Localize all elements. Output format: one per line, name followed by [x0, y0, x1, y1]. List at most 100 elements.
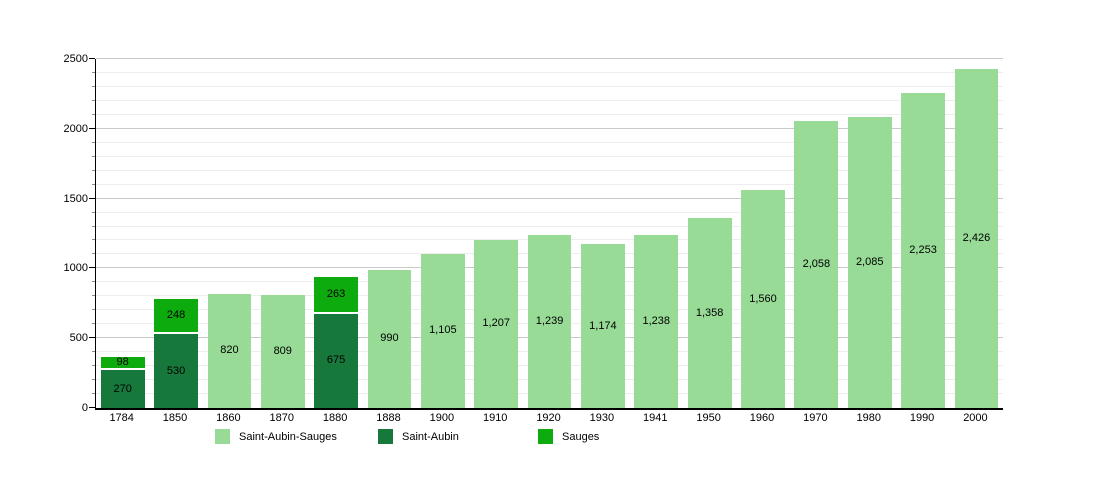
bar-1980: 2,085 [847, 116, 892, 408]
bar-value-label: 1,105 [429, 324, 457, 337]
bar-segment-saint-aubin-sauges: 1,358 [687, 218, 732, 408]
bar-slot: 1,238 [630, 59, 683, 408]
x-tick-label: 1920 [536, 412, 561, 424]
x-tick-label: 1941 [643, 412, 668, 424]
minor-gridline [96, 211, 1003, 213]
bar-value-label: 820 [220, 344, 239, 357]
bar-segment-saint-aubin-sauges: 2,253 [901, 93, 945, 408]
bar-value-label: 675 [326, 354, 346, 367]
bar-slot: 1,560 [736, 59, 789, 408]
major-gridline [96, 58, 1003, 59]
minor-tick [92, 141, 95, 143]
bar-slot: 990 [363, 59, 416, 408]
x-tick-label: 1990 [909, 412, 935, 424]
minor-gridline [96, 225, 1003, 227]
y-axis: 0 500 1000 1500 2000 2500 [0, 53, 88, 414]
minor-tick [92, 71, 95, 73]
bar-1888: 990 [367, 269, 412, 408]
x-tick-label: 1784 [109, 412, 134, 424]
bar-slot: 2,085 [843, 59, 896, 408]
legend: Saint-Aubin-Sauges Saint-Aubin Sauges [0, 429, 1100, 447]
x-tick-label: 1870 [269, 412, 294, 424]
major-gridline [96, 127, 1003, 129]
bar-1990: 2,253 [901, 93, 945, 408]
bar-value-label: 1,358 [695, 306, 724, 319]
bar-segment-sauges: 248 [154, 299, 198, 335]
bar-segment-sauges: 98 [100, 356, 145, 371]
major-tick [89, 127, 95, 129]
minor-tick [92, 155, 95, 157]
minor-tick [92, 351, 95, 353]
legend-entry-sauges: Sauges [538, 429, 599, 444]
bar-layer: 270 98 530 248 820 809 675 263 990 1,105 1,207 1,23… [96, 59, 1003, 408]
bar-segment-saint-aubin-sauges: 2,085 [847, 116, 892, 408]
x-tick-label: 1860 [216, 412, 241, 424]
y-tick-label: 2500 [63, 53, 88, 65]
y-tick-label: 2000 [63, 122, 88, 135]
bar-value-label: 263 [326, 287, 346, 300]
bar-1900: 1,105 [420, 253, 465, 408]
bar-value-label: 2,058 [802, 257, 831, 270]
bar-value-label: 990 [380, 332, 399, 345]
bar-value-label: 270 [113, 382, 132, 395]
bar-slot: 1,105 [416, 59, 469, 408]
bar-slot: 1,207 [470, 59, 523, 408]
bar-segment-saint-aubin-sauges: 2,058 [794, 120, 839, 408]
major-tick [89, 267, 95, 269]
minor-tick [92, 225, 95, 227]
x-axis-labels: 1784 1850 1860 1870 1880 1888 1900 1910 1920 1930… [95, 412, 1002, 424]
minor-tick [92, 239, 95, 241]
x-tick-label: 1900 [429, 412, 455, 424]
bar-slot: 1,174 [576, 59, 629, 408]
minor-tick [92, 365, 95, 367]
legend-swatch-saint-aubin-sauges [215, 429, 230, 444]
bar-1860: 820 [207, 293, 252, 408]
bar-value-label: 1,560 [749, 292, 777, 305]
bar-segment-sauges: 263 [314, 277, 358, 314]
major-tick [89, 58, 95, 59]
bar-value-label: 248 [166, 309, 186, 322]
bar-slot: 2,253 [896, 59, 949, 408]
minor-tick [92, 113, 95, 115]
legend-entry-saint-aubin: Saint-Aubin [378, 429, 459, 444]
bar-1930: 1,174 [581, 244, 625, 408]
bar-value-label: 2,426 [962, 232, 991, 245]
legend-swatch-sauges [538, 429, 553, 444]
bar-value-label: 530 [166, 364, 186, 377]
minor-gridline [96, 113, 1003, 115]
x-tick-label: 1888 [376, 412, 401, 424]
minor-gridline [96, 99, 1003, 101]
minor-tick [92, 309, 95, 311]
bar-value-label: 2,085 [855, 255, 884, 268]
bar-segment-saint-aubin-sauges: 1,174 [581, 244, 625, 408]
bar-value-label: 98 [116, 356, 129, 368]
bar-slot: 270 98 [96, 59, 149, 408]
bar-slot: 530 248 [149, 59, 202, 408]
y-axis-ticks [89, 58, 95, 408]
minor-gridline [96, 169, 1003, 171]
minor-tick [92, 183, 95, 185]
x-tick-label: 1950 [696, 412, 721, 424]
y-tick-label: 1500 [63, 192, 88, 205]
bar-value-label: 1,207 [482, 317, 510, 330]
minor-gridline [96, 141, 1003, 143]
minor-gridline [96, 155, 1003, 157]
minor-gridline [96, 183, 1003, 185]
bar-slot: 809 [256, 59, 309, 408]
minor-gridline [96, 71, 1003, 73]
minor-tick [92, 99, 95, 101]
minor-tick [92, 393, 95, 395]
bar-slot: 1,239 [523, 59, 576, 408]
bar-1880: 675 263 [314, 277, 358, 408]
bar-1784: 270 98 [100, 356, 145, 408]
y-tick-label: 1000 [63, 262, 88, 275]
legend-swatch-saint-aubin [378, 429, 393, 444]
bar-1960: 1,560 [741, 190, 785, 408]
y-tick-label: 500 [69, 332, 88, 345]
bar-1910: 1,207 [474, 239, 519, 408]
legend-label-saint-aubin: Saint-Aubin [402, 430, 459, 443]
bar-value-label: 1,174 [589, 319, 617, 332]
bar-segment-saint-aubin-sauges: 1,239 [527, 235, 572, 408]
x-tick-label: 1880 [322, 412, 348, 424]
bar-value-label: 809 [273, 345, 292, 358]
